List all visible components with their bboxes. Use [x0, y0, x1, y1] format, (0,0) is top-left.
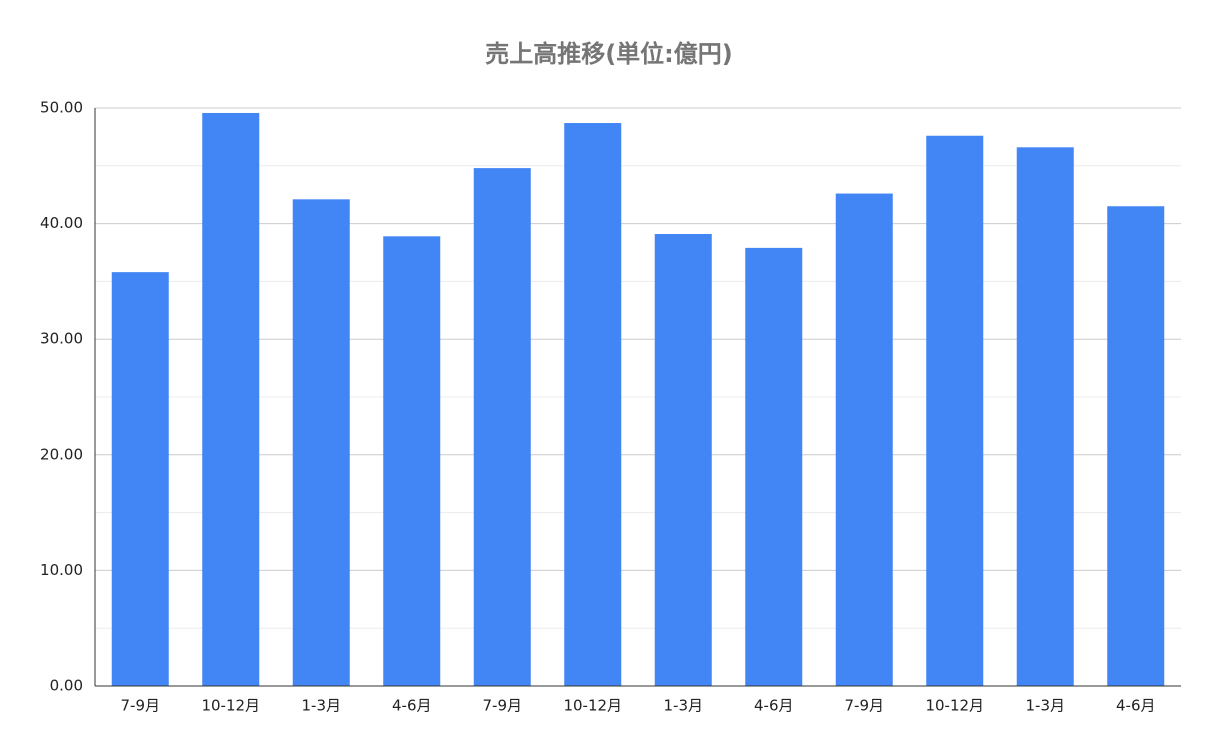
bar: [473, 168, 531, 686]
chart-title: 売上高推移(単位:億円): [485, 40, 733, 68]
y-tick-label: 10.00: [40, 561, 83, 579]
x-tick-label: 4-6月: [392, 697, 432, 715]
bar: [202, 112, 260, 686]
bar: [926, 135, 984, 686]
x-tick-label: 7-9月: [483, 697, 523, 715]
bar: [383, 236, 441, 687]
bar: [1107, 206, 1165, 686]
x-tick-label: 1-3月: [1026, 697, 1066, 715]
x-tick-label: 4-6月: [1116, 697, 1156, 715]
x-tick-label: 10-12月: [563, 697, 622, 715]
y-tick-label: 50.00: [40, 99, 83, 117]
x-tick-label: 1-3月: [302, 697, 342, 715]
y-tick-label: 30.00: [40, 330, 83, 348]
bar: [745, 247, 803, 686]
x-tick-label: 4-6月: [754, 697, 794, 715]
bar: [292, 199, 350, 686]
x-tick-label: 7-9月: [845, 697, 885, 715]
bar: [1016, 147, 1074, 686]
y-tick-label: 20.00: [40, 445, 83, 463]
bar: [835, 193, 893, 686]
x-tick-label: 7-9月: [121, 697, 161, 715]
x-tick-label: 10-12月: [201, 697, 260, 715]
bar: [564, 123, 622, 686]
x-tick-label: 10-12月: [925, 697, 984, 715]
bar: [111, 272, 169, 686]
x-tick-label: 1-3月: [664, 697, 704, 715]
y-tick-label: 0.00: [50, 677, 83, 695]
bar: [654, 234, 712, 686]
y-tick-label: 40.00: [40, 214, 83, 232]
